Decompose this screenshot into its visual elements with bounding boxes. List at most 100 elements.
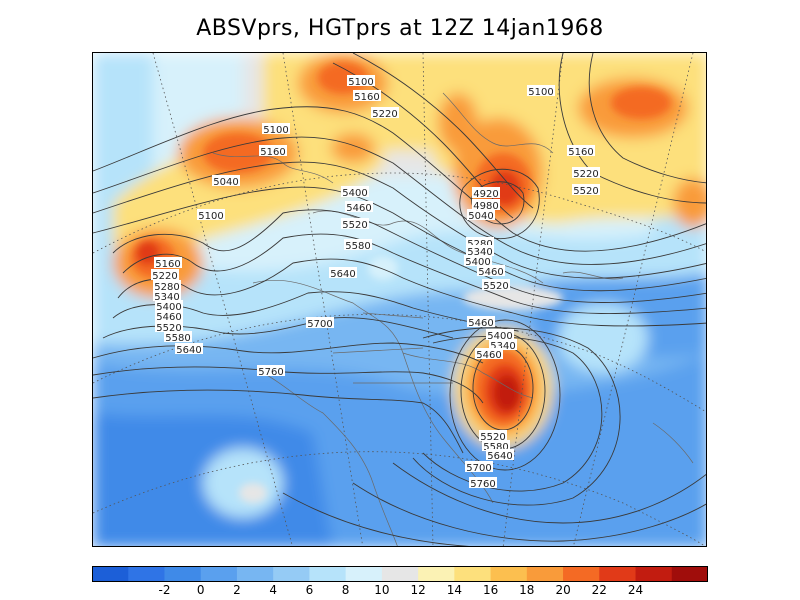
contour-label-background <box>155 321 183 332</box>
contour-label-text: 5580 <box>345 241 370 252</box>
contour-label-text: 5340 <box>154 292 179 303</box>
contour-label-background <box>486 329 514 340</box>
contour-label-background <box>472 187 500 198</box>
contour-label-background <box>212 175 240 186</box>
colorbar-swatch <box>236 566 274 582</box>
contour-label-text: 5100 <box>263 125 288 136</box>
contour-label-background <box>467 209 495 220</box>
contour-label-text: 5760 <box>470 479 495 490</box>
contour-label-background <box>479 430 507 441</box>
contour-label: 5700 <box>465 461 493 474</box>
contour-label-background <box>477 265 505 276</box>
contour-label: 5520 <box>572 184 600 197</box>
contour-label-text: 5400 <box>465 257 490 268</box>
contour-label: 5400 <box>155 300 183 313</box>
contour-label-background <box>175 343 203 354</box>
contour-label: 5100 <box>197 209 225 222</box>
contour-label-text: 5280 <box>467 239 492 250</box>
contour-label-text: 5580 <box>165 333 190 344</box>
contour-label: 5220 <box>572 167 600 180</box>
colorbar-swatch <box>200 566 238 582</box>
contour-label-background <box>154 257 182 268</box>
contour-label-text: 5760 <box>258 367 283 378</box>
contour-label-text: 5340 <box>490 341 515 352</box>
chart-title: ABSVprs, HGTprs at 12Z 14jan1968 <box>196 16 604 41</box>
contour-label-text: 5460 <box>346 203 371 214</box>
contour-label: 5460 <box>467 316 495 329</box>
map-panel: 5100 5160 5220 5100 5160 5040 5100 5160 5220 5280… <box>92 52 707 547</box>
contour-label-background <box>347 75 375 86</box>
colorbar <box>92 566 708 582</box>
contour-label: 5580 <box>164 331 192 344</box>
colorbar-tick-label: 6 <box>305 583 314 597</box>
contour-label-text: 5340 <box>467 247 492 258</box>
colorbar-tick-label: 8 <box>341 583 350 597</box>
contour-label-text: 5280 <box>154 282 179 293</box>
vorticity-shading <box>93 53 706 546</box>
contour-label-text: 5040 <box>213 177 238 188</box>
contour-label-text: 5520 <box>342 220 367 231</box>
contour-label: 5400 <box>341 186 369 199</box>
colorbar-swatch <box>671 566 708 582</box>
colorbar-swatch <box>454 566 492 582</box>
contour-label: 5640 <box>175 343 203 356</box>
contour-label-background <box>341 218 369 229</box>
contour-label-background <box>465 461 493 472</box>
contour-label-background <box>482 440 510 451</box>
contour-label: 5700 <box>306 317 334 330</box>
colorbar-labels: -2 0 2 4 6 8 10 12 14 16 18 20 22 24 <box>92 582 708 598</box>
contour-label-background <box>164 331 192 342</box>
contour-label-text: 5100 <box>528 87 553 98</box>
contour-label: 4920 <box>472 187 500 200</box>
contour-label-text: 4980 <box>473 201 498 212</box>
contour-label-background <box>469 477 497 488</box>
contour-label: 5280 <box>466 237 494 250</box>
contour-label: 5040 <box>212 175 240 188</box>
colorbar-tick-label: 2 <box>233 583 241 597</box>
contour-label-text: 5040 <box>468 211 493 222</box>
contour-label-background <box>572 184 600 195</box>
contour-label: 5460 <box>155 310 183 323</box>
contour-label: 5160 <box>259 145 287 158</box>
contour-label-background <box>353 90 381 101</box>
contour-label: 5520 <box>341 218 369 231</box>
colorbar-tick-label: 10 <box>374 583 390 597</box>
colorbar-tick-label: 14 <box>446 583 463 597</box>
contour-label-text: 5400 <box>342 188 367 199</box>
contour-label-background <box>482 279 510 290</box>
contour-label-text: 5220 <box>573 169 598 180</box>
contour-label-background <box>155 300 183 311</box>
contour-label: 5640 <box>486 449 514 462</box>
contour-label: 5400 <box>464 255 492 268</box>
contour-label-background <box>259 145 287 156</box>
map-canvas: 5100516052205100516050405100516052205280… <box>93 53 706 546</box>
colorbar-tick-label: 18 <box>519 583 535 597</box>
colorbar-tick-label: 24 <box>627 583 644 597</box>
contour-label-background <box>572 167 600 178</box>
contour-label-text: 5160 <box>568 147 593 158</box>
contour-label: 5460 <box>345 201 373 214</box>
colorbar-tick-label: 12 <box>410 583 426 597</box>
colorbar-tick-label: 20 <box>555 583 571 597</box>
colorbar-swatch <box>345 566 383 582</box>
contour-label: 5040 <box>467 209 495 222</box>
contour-labels: 5100516052205100516050405100516052205280… <box>151 75 600 490</box>
contour-label: 5340 <box>466 245 494 258</box>
contour-label-background <box>344 239 372 250</box>
contour-label: 5760 <box>257 365 285 378</box>
contour-label-background <box>329 267 357 278</box>
colorbar-swatch <box>418 566 455 582</box>
colorbar-tick-label: 22 <box>591 583 607 597</box>
contour-label-text: 5460 <box>468 318 493 329</box>
contour-label-text: 5640 <box>330 269 355 280</box>
contour-label-text: 5640 <box>176 345 201 356</box>
colorbar-tick-label: 0 <box>196 583 205 597</box>
contour-label-background <box>567 145 595 156</box>
contour-label-text: 5700 <box>307 319 332 330</box>
contour-label: 5220 <box>151 269 179 282</box>
contour-label-background <box>467 316 495 327</box>
colorbar-swatch <box>599 566 637 582</box>
contour-label-background <box>371 107 399 118</box>
contour-label: 5400 <box>486 329 514 342</box>
contour-label-background <box>153 290 181 301</box>
